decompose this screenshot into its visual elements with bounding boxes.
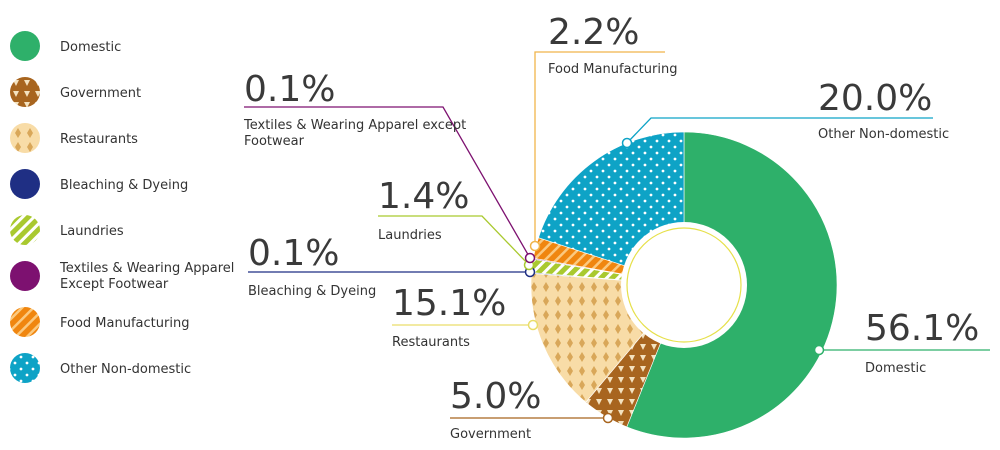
donut-inner-ring [626, 227, 742, 343]
category-label: Laundries [378, 228, 442, 243]
callout-other: 20.0% Other Non-domestic [621, 78, 949, 149]
legend-swatch [10, 123, 40, 153]
legend-label: Domestic [60, 40, 121, 55]
leader-dot [813, 344, 825, 356]
category-label: Other Non-domestic [818, 127, 949, 142]
callout-textiles: 0.1% Textiles & Wearing Apparel except Foo… [243, 69, 536, 264]
callout-bleaching: 0.1% Bleaching & Dyeing [248, 233, 536, 299]
leader-dot [602, 412, 614, 424]
category-label: Bleaching & Dyeing [248, 284, 376, 299]
leader-line [378, 215, 530, 266]
category-label: Textiles & Wearing Apparel except Footwea… [243, 118, 466, 149]
value-label: 0.1% [244, 69, 335, 110]
category-label: Domestic [865, 361, 926, 376]
leader-line [534, 51, 665, 246]
value-label: 56.1% [865, 308, 979, 349]
leader-dot [529, 240, 541, 252]
legend-label: Food Manufacturing [60, 316, 189, 331]
legend-item-domestic: Domestic [10, 31, 121, 61]
category-label: Restaurants [392, 335, 470, 350]
callout-laundries: 1.4% Laundries [378, 176, 535, 271]
legend-label: Laundries [60, 224, 124, 239]
value-label: 20.0% [818, 78, 932, 119]
legend-swatch [10, 215, 40, 245]
legend-label: Bleaching & Dyeing [60, 178, 188, 193]
leader-dot [621, 137, 633, 149]
callout-government: 5.0% Government [450, 376, 614, 442]
value-label: 0.1% [248, 233, 339, 274]
legend-item-bleaching-and-dyeing: Bleaching & Dyeing [10, 169, 188, 199]
legend-label: Restaurants [60, 132, 138, 147]
legend-swatch [10, 307, 40, 337]
legend-item-restaurants: Restaurants [10, 123, 138, 153]
legend-item-textiles-and-wearing-apparel-except-footwear: Textiles & Wearing Apparel Except Footwea… [10, 261, 234, 292]
value-label: 2.2% [548, 12, 639, 53]
legend-swatch [10, 31, 40, 61]
legend-item-government: Government [10, 77, 141, 107]
legend-item-food-manufacturing: Food Manufacturing [10, 307, 189, 337]
legend: Domestic Government Restaurants Bleaching &… [10, 31, 234, 383]
legend-swatch [10, 169, 40, 199]
value-label: 5.0% [450, 376, 541, 417]
leader-dot [524, 252, 536, 264]
legend-label: Textiles & Wearing Apparel Except Footwea… [59, 261, 234, 292]
value-label: 15.1% [392, 283, 506, 324]
value-label: 1.4% [378, 176, 469, 217]
leader-line [244, 106, 531, 259]
legend-swatch [10, 353, 40, 383]
legend-item-other-non-domestic: Other Non-domestic [10, 353, 191, 383]
legend-label: Government [60, 86, 141, 101]
callout-restaurants: 15.1% Restaurants [392, 283, 539, 350]
donut-hole [621, 222, 747, 348]
leader-dot [527, 319, 539, 331]
callouts: 56.1% Domestic 5.0% Government 15.1% Restaura… [243, 12, 990, 442]
callout-domestic: 56.1% Domestic [813, 308, 990, 376]
leader-line [626, 117, 933, 144]
callout-food: 2.2% Food Manufacturing [529, 12, 677, 252]
category-label: Food Manufacturing [548, 62, 677, 77]
legend-item-laundries: Laundries [10, 215, 124, 245]
category-label: Government [450, 427, 531, 442]
legend-label: Other Non-domestic [60, 362, 191, 377]
legend-swatch [10, 261, 40, 291]
legend-swatch [10, 77, 40, 107]
